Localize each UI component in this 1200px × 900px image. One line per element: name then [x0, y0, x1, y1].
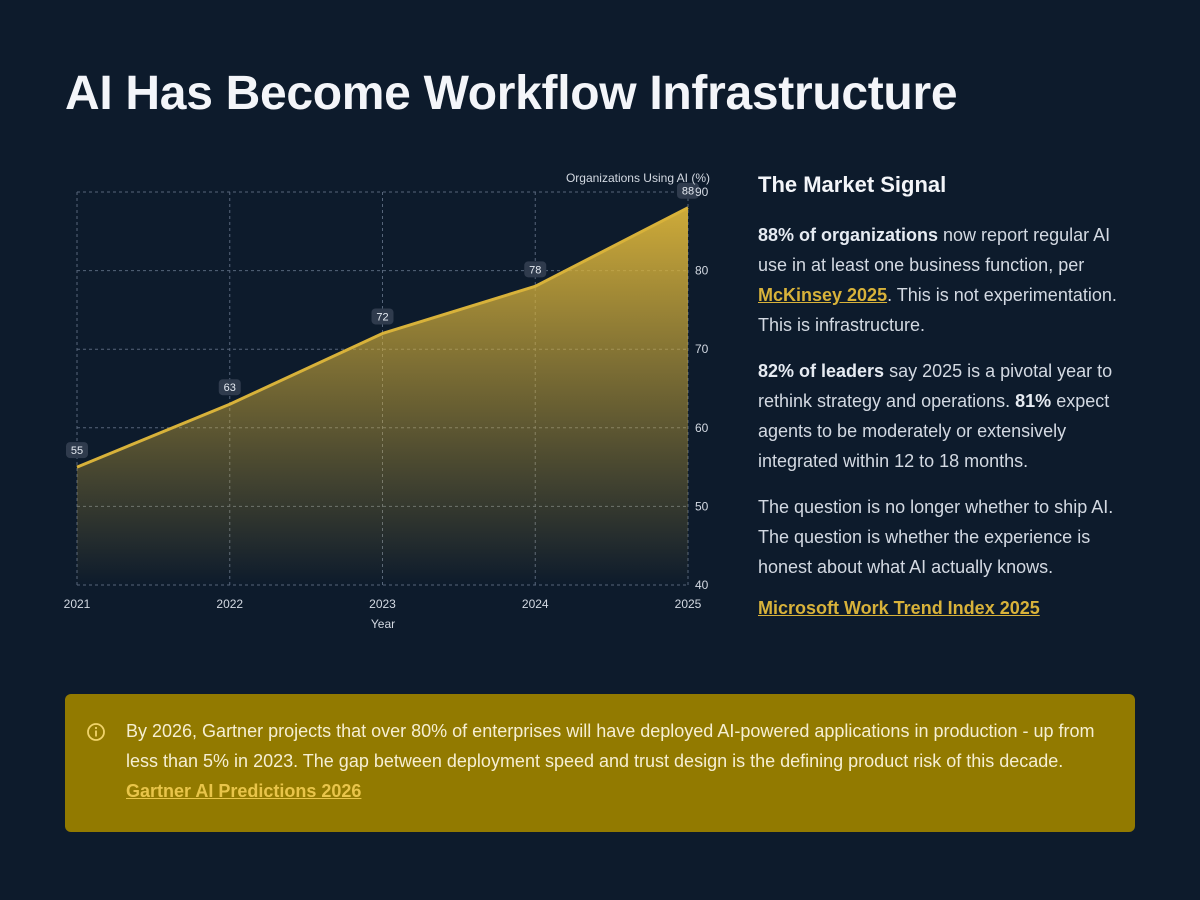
x-tick-label: 2025 — [675, 597, 702, 611]
area-fill — [77, 207, 688, 585]
gartner-callout: By 2026, Gartner projects that over 80% … — [65, 694, 1135, 832]
paragraph-text: expect agents to be moderately or extens… — [758, 391, 1110, 471]
stat-leaders: 82% of leaders — [758, 361, 885, 381]
callout-body: By 2026, Gartner projects that over 80% … — [126, 721, 1095, 771]
paragraph-adoption: 88% of organizations now report regular … — [758, 220, 1143, 340]
paragraph-leaders: 82% of leaders say 2025 is a pivotal yea… — [758, 356, 1143, 476]
market-signal-panel: The Market Signal 88% of organizations n… — [758, 172, 1143, 619]
info-icon — [87, 723, 105, 741]
stat-organizations: 88% of organizations — [758, 225, 939, 245]
data-label-bg — [218, 379, 241, 396]
y-tick-label: 80 — [695, 264, 709, 278]
callout-text: By 2026, Gartner projects that over 80% … — [126, 716, 1116, 806]
x-axis-label: Year — [371, 617, 395, 631]
data-label: 55 — [71, 445, 83, 457]
page-title: AI Has Become Workflow Infrastructure — [65, 67, 958, 120]
data-label-bg — [66, 442, 88, 459]
microsoft-source-link[interactable]: Microsoft Work Trend Index 2025 — [758, 598, 1040, 618]
data-label-bg — [677, 182, 699, 199]
area-chart: 55 63 72 78 88 40 50 60 70 80 90 2021 2022 2023 2024 2… — [55, 165, 735, 645]
data-label-bg — [371, 308, 394, 325]
series-line — [76, 206, 689, 469]
data-label: 78 — [529, 264, 541, 276]
x-tick-label: 2024 — [522, 597, 549, 611]
y-axis-label: Organizations Using AI (%) — [566, 171, 710, 185]
chart-svg: 55 63 72 78 88 40 50 60 70 80 90 2021 2022 2023 2024 2… — [64, 171, 710, 631]
y-tick-label: 40 — [695, 578, 709, 592]
data-label: 63 — [224, 382, 236, 394]
side-heading: The Market Signal — [758, 172, 947, 197]
data-label-bg — [524, 261, 547, 278]
y-tick-label: 60 — [695, 421, 709, 435]
x-tick-label: 2022 — [216, 597, 243, 611]
axis-ticks: 40 50 60 70 80 90 2021 2022 2023 2024 2025 — [64, 185, 709, 611]
paragraph-text: say 2025 is a pivotal year to rethink st… — [758, 361, 1113, 411]
data-label: 72 — [376, 311, 388, 323]
paragraph-text: . This is not experimentation. This is i… — [758, 285, 1117, 335]
y-tick-label: 50 — [695, 499, 709, 513]
gartner-link[interactable]: Gartner AI Predictions 2026 — [126, 781, 362, 801]
stat-agents: 81% — [1015, 391, 1052, 411]
paragraph-question: The question is no longer whether to shi… — [758, 497, 1114, 577]
mckinsey-link[interactable]: McKinsey 2025 — [758, 285, 888, 305]
x-tick-label: 2023 — [369, 597, 396, 611]
y-tick-label: 70 — [695, 342, 709, 356]
data-label: 88 — [682, 186, 694, 198]
paragraph-text: now report regular AI use in at least on… — [758, 225, 1111, 275]
x-tick-label: 2021 — [64, 597, 91, 611]
y-tick-label: 90 — [695, 185, 709, 199]
data-labels: 55 63 72 78 88 — [66, 182, 699, 459]
